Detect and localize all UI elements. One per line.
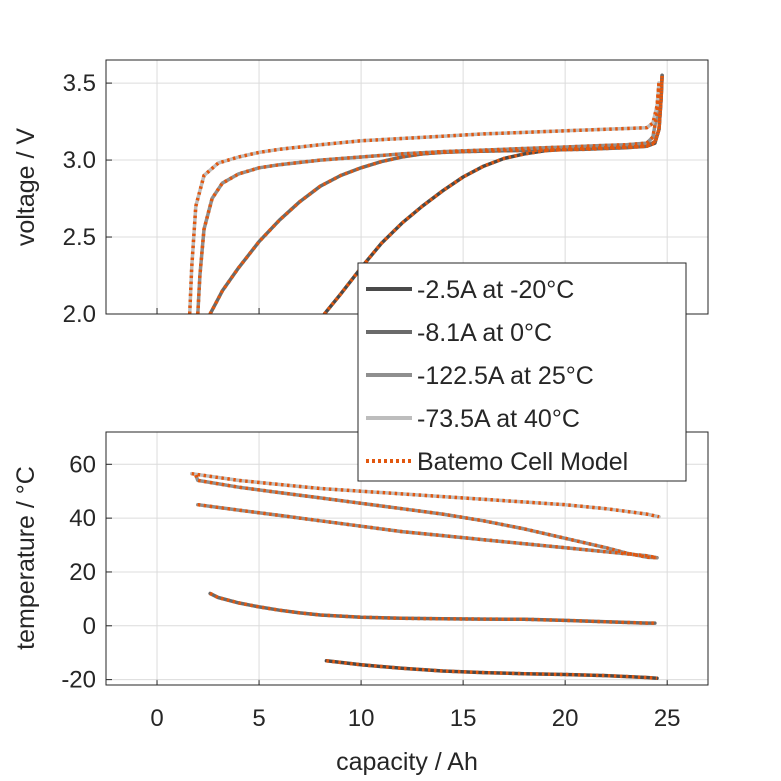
temperature-x-tick-label: 10: [348, 705, 375, 732]
temperature-y-tick-label: 60: [69, 451, 96, 478]
temperature-y-tick-label: 0: [83, 613, 96, 640]
temperature-x-tick-label: 15: [450, 705, 477, 732]
legend-label-1: -8.1A at 0°C: [417, 319, 552, 347]
voltage-model-line-1: [208, 75, 664, 314]
voltage-y-tick-label: 2.0: [63, 301, 96, 328]
temperature-series-group: [189, 471, 661, 681]
legend-label-2: -122.5A at 25°C: [417, 362, 594, 390]
temperature-model-line-4: [191, 471, 660, 519]
voltage-y-tick-labels: 2.0 2.5 3.0 3.5: [63, 70, 96, 328]
temperature-model-line-3: [197, 502, 658, 560]
voltage-y-tick-label: 3.5: [63, 70, 96, 97]
voltage-model-line-0: [323, 75, 664, 314]
voltage-model-line-2: [196, 82, 661, 314]
temperature-y-tick-labels: -20 0 20 40 60: [61, 451, 96, 693]
voltage-series-group: [187, 73, 664, 314]
temperature-model-line-0: [326, 659, 658, 681]
temperature-x-tick-label: 20: [552, 705, 579, 732]
temperature-y-tick-label: 40: [69, 505, 96, 532]
temperature-y-tick-label: 20: [69, 559, 96, 586]
temperature-x-tick-label: 0: [150, 705, 163, 732]
temperature-model-line-2: [194, 474, 658, 560]
voltage-y-axis-label: voltage / V: [12, 128, 40, 246]
legend-label-0: -2.5A at -20°C: [417, 276, 574, 304]
legend-items: -2.5A at -20°C -8.1A at 0°C -122.5A at 25°…: [366, 276, 628, 476]
temperature-x-tick-labels: 0 5 10 15 20 25: [150, 705, 680, 732]
temperature-x-axis-label: capacity / Ah: [336, 748, 478, 776]
voltage-y-tick-label: 2.5: [63, 224, 96, 251]
voltage-y-tick-label: 3.0: [63, 147, 96, 174]
temperature-x-tick-label: 25: [654, 705, 681, 732]
temperature-model-line-1: [209, 591, 655, 625]
voltage-model-line-3: [187, 82, 661, 314]
legend-label-3: -73.5A at 40°C: [417, 405, 580, 433]
temperature-x-tick-label: 5: [252, 705, 265, 732]
legend: -2.5A at -20°C -8.1A at 0°C -122.5A at 25°…: [357, 262, 687, 482]
temperature-y-axis-label: temperature / °C: [12, 466, 40, 650]
temperature-y-tick-label: -20: [61, 667, 96, 694]
legend-label-4: Batemo Cell Model: [417, 448, 628, 476]
voltage-panel: 2.0 2.5 3.0 3.5 voltage / V: [12, 59, 709, 328]
legend-box: [357, 262, 687, 482]
